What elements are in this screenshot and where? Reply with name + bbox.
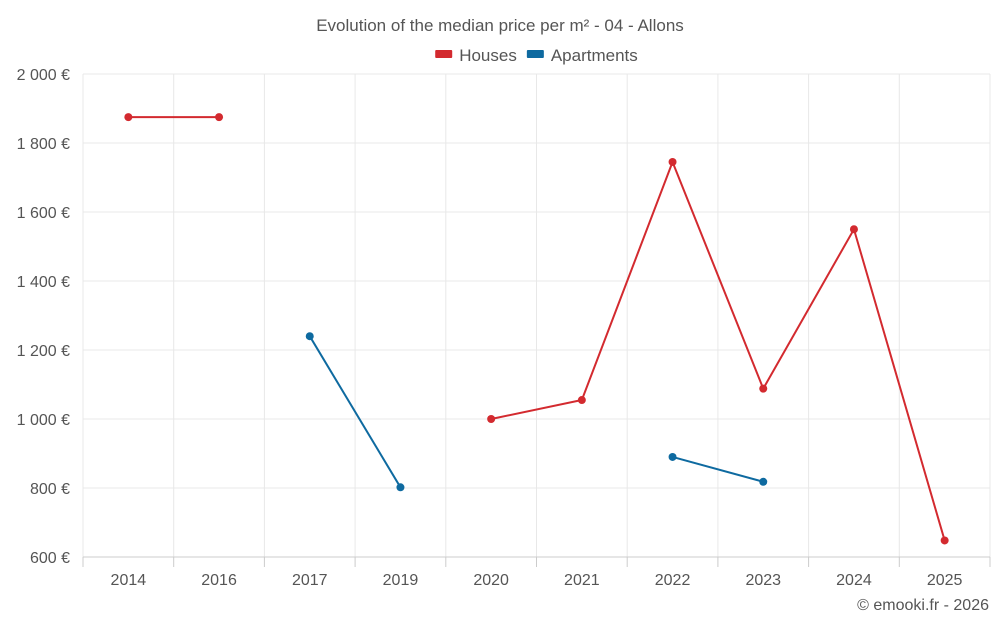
data-point-apartments[interactable]: [396, 483, 405, 492]
legend-item-apartments[interactable]: Apartments: [526, 46, 638, 65]
credit-text: © emooki.fr - 2026: [857, 597, 989, 614]
y-tick-label: 1 400 €: [17, 274, 70, 291]
y-tick-label: 800 €: [30, 481, 70, 498]
x-tick-label: 2020: [473, 572, 509, 589]
x-tick-label: 2025: [927, 572, 963, 589]
y-tick-label: 1 200 €: [17, 343, 70, 360]
series-line-apartments: [672, 455, 764, 483]
x-tick-label: 2023: [745, 572, 781, 589]
x-tick-label: 2024: [836, 572, 872, 589]
legend-label-apartments: Apartments: [551, 46, 638, 65]
data-point-houses[interactable]: [668, 157, 677, 166]
series-houses: [124, 113, 949, 545]
x-tick-label: 2021: [564, 572, 600, 589]
legend: Houses Apartments: [435, 46, 638, 65]
data-point-houses[interactable]: [759, 384, 768, 393]
legend-swatch-houses: [435, 50, 453, 58]
y-tick-label: 2 000 €: [17, 67, 70, 84]
y-tick-label: 1 600 €: [17, 205, 70, 222]
data-point-houses[interactable]: [849, 225, 858, 234]
legend-item-houses[interactable]: Houses: [435, 46, 517, 65]
x-tick-label: 2017: [292, 572, 328, 589]
x-tick-label: 2016: [201, 572, 237, 589]
axes: 600 € 800 € 1 000 € 1 200 € 1 400 € 1 600 € 1 …: [17, 67, 991, 589]
legend-swatch-apartments: [526, 50, 544, 58]
data-point-houses[interactable]: [487, 415, 496, 423]
x-tick-label: 2022: [655, 572, 691, 589]
data-point-apartments[interactable]: [668, 452, 677, 461]
data-point-houses[interactable]: [215, 113, 224, 122]
data-point-houses[interactable]: [940, 536, 949, 545]
x-tick-label: 2019: [383, 572, 419, 589]
data-point-apartments[interactable]: [759, 477, 768, 486]
legend-label-houses: Houses: [459, 46, 517, 65]
grid: [82, 73, 991, 558]
chart-title: Evolution of the median price per m² - 0…: [316, 16, 684, 35]
x-tick-label: 2014: [111, 572, 147, 589]
series-line-houses: [490, 159, 946, 541]
series-apartments: [305, 332, 768, 492]
y-tick-label: 1 800 €: [17, 136, 70, 153]
data-point-houses[interactable]: [577, 396, 586, 405]
series-line-apartments: [308, 335, 402, 488]
series-layer: [124, 113, 949, 545]
y-tick-label: 1 000 €: [17, 412, 70, 429]
y-tick-label: 600 €: [30, 550, 70, 567]
data-point-houses[interactable]: [124, 113, 133, 122]
data-point-apartments[interactable]: [305, 332, 314, 341]
